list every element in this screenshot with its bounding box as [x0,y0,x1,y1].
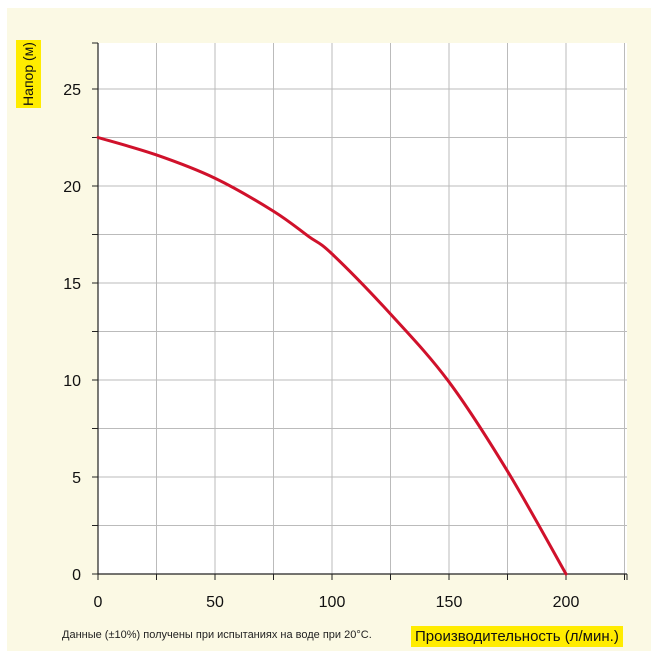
axes [92,42,628,580]
x-axis-label: Производительность (л/мин.) [411,626,623,647]
pump-curve-line [96,136,568,576]
y-tick-label: 15 [63,276,81,293]
y-tick-label: 25 [63,82,81,99]
data-point [448,380,451,383]
data-point [565,573,568,576]
y-axis-label-highlight [16,40,41,108]
x-tick-label: 150 [436,594,463,611]
series-layer [96,136,568,576]
y-tick-label: 5 [72,470,81,487]
data-point [331,252,334,255]
data-point [155,153,158,156]
data-point [272,210,275,213]
plot-area [98,43,627,574]
y-tick-label: 0 [72,567,81,584]
tick-labels: 0 50 100 150 200 0 5 10 15 20 25 [63,82,579,611]
x-tick-label: 100 [319,594,346,611]
data-point [389,313,392,316]
y-tick-label: 20 [63,179,81,196]
x-tick-label: 50 [206,594,224,611]
data-point [506,470,509,473]
data-point [214,177,217,180]
chart-footnote: Данные (±10%) получены при испытаниях на… [62,629,372,641]
x-tick-label: 0 [94,594,103,611]
data-point [97,136,100,139]
x-tick-label: 200 [553,594,580,611]
y-axis-label: Напор (м) [20,42,36,106]
data-point [307,235,310,238]
y-tick-label: 10 [63,373,81,390]
